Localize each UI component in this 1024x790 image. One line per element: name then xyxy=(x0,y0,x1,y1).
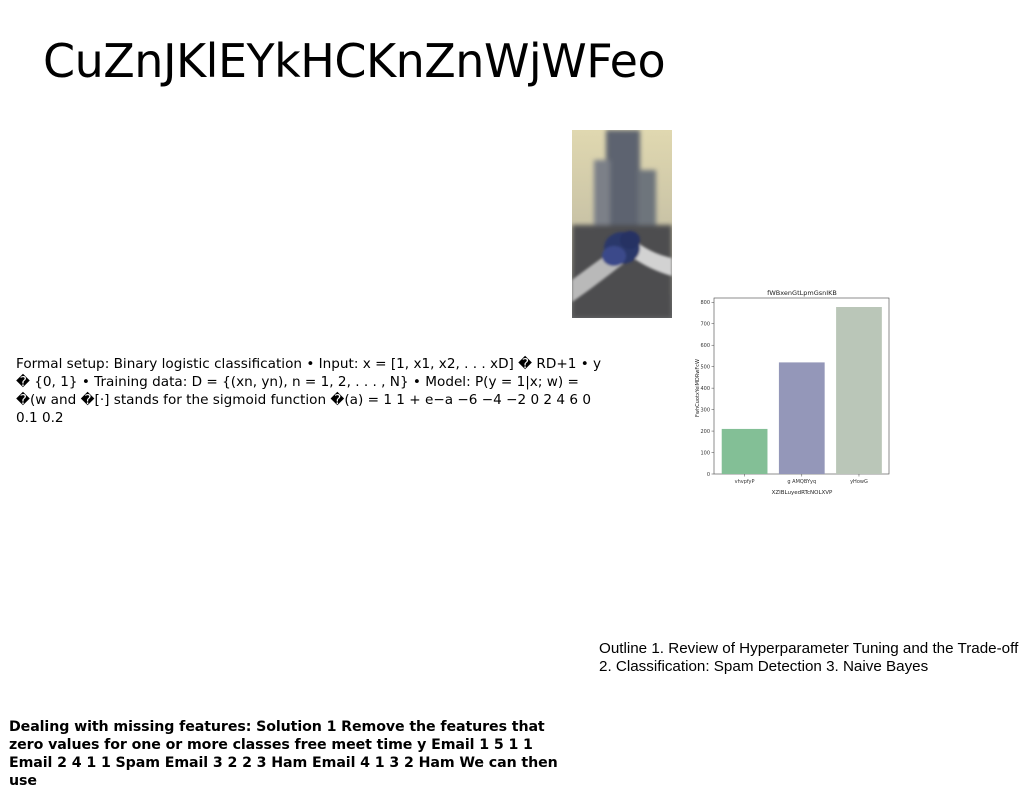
chart-x-tick-label: g AMQBYyq xyxy=(787,479,816,485)
chart-x-tick-label: vhvpfyP xyxy=(735,479,755,485)
chart-title: fWBxenGtLpmGsnIKB xyxy=(767,289,837,297)
chart-y-tick-label: 200 xyxy=(700,429,710,435)
chart-y-tick-label: 300 xyxy=(700,407,710,413)
chart-y-axis-label: FwhCuotxYeiMDRwFcW xyxy=(695,359,701,417)
chart-bar xyxy=(778,362,825,474)
chart-y-tick-label: 700 xyxy=(700,322,710,328)
setup-paragraph: Formal setup: Binary logistic classifica… xyxy=(16,356,602,426)
chart-bar xyxy=(721,428,768,474)
photo-image xyxy=(572,130,672,318)
chart-plot-area: 0 100 200 300 400 500 600 700 800 vhvpfyP g AMQBYy… xyxy=(700,297,890,485)
photo-arms xyxy=(572,231,672,302)
chart-y-tick-label: 600 xyxy=(700,343,710,349)
chart-y-tick-label: 400 xyxy=(700,386,710,392)
chart-y-tick-label: 500 xyxy=(700,364,710,370)
chart-bar xyxy=(836,307,882,474)
chart-y-tick-label: 800 xyxy=(700,300,710,306)
missing-features-text: Dealing with missing features: Solution … xyxy=(9,719,558,789)
chart-y-tick-label: 0 xyxy=(707,472,710,478)
slide-title: CuZnJKlEYkHCKnZnWjWFeo xyxy=(43,34,666,88)
bar-chart: fWBxenGtLpmGsnIKB FwhCuotxYeiMDRwFcW XZI… xyxy=(686,284,896,510)
outline-text: Outline 1. Review of Hyperparameter Tuni… xyxy=(599,640,1019,675)
chart-y-tick-label: 100 xyxy=(700,450,710,456)
chart-x-axis-label: XZIBLuyedRTcNOLXVP xyxy=(772,490,833,496)
chart-svg: fWBxenGtLpmGsnIKB FwhCuotxYeiMDRwFcW XZI… xyxy=(695,289,890,496)
photo-illustration xyxy=(572,130,672,318)
chart-x-tick-label: yHowG xyxy=(850,479,868,485)
